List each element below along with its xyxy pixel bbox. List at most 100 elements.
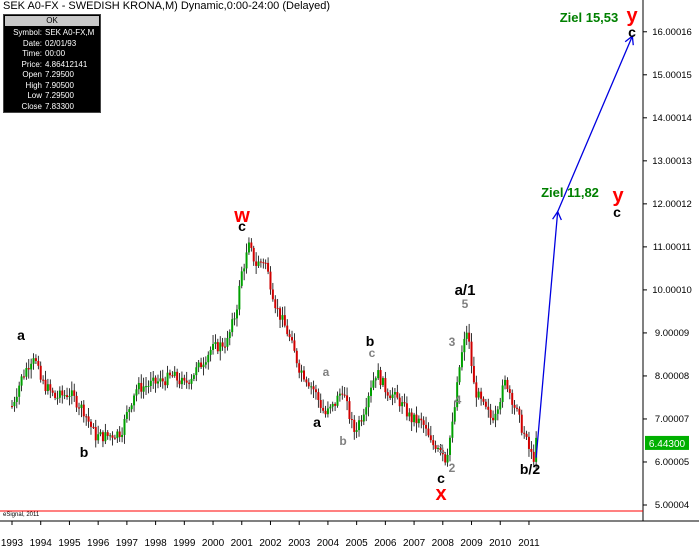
candle-body — [451, 421, 454, 438]
candle-body — [429, 435, 432, 441]
x-tick-label: 2011 — [518, 538, 540, 549]
candle-body — [403, 402, 406, 404]
x-tick-label: 2001 — [231, 538, 254, 549]
candle-body — [34, 358, 37, 361]
candle-body — [336, 395, 339, 406]
wave-label: b — [339, 434, 346, 448]
candle-body — [472, 366, 475, 383]
candle-body — [219, 342, 222, 352]
candle-body — [89, 421, 92, 427]
candle-body — [123, 418, 126, 435]
candle-body — [171, 375, 174, 377]
y-tick-label: 13.00013 — [652, 156, 692, 167]
cursor-info-box: OK Symbol: SEK A0-FX,M Date: 02/01/93 Ti… — [3, 14, 101, 113]
copyright-text: eSignal, 2011 — [3, 512, 40, 518]
y-tick-label: 7.00007 — [655, 414, 689, 425]
candle-body — [448, 437, 451, 455]
candle-body — [259, 261, 262, 263]
y-tick-label: 14.00014 — [652, 113, 692, 124]
candle-body — [267, 262, 270, 272]
candle-body — [427, 428, 430, 436]
candle-body — [264, 262, 267, 264]
candle-body — [367, 395, 370, 408]
candle-body — [420, 418, 423, 421]
y-tick-label: 12.00012 — [652, 199, 692, 210]
wave-label: b/2 — [520, 461, 540, 477]
candle-body — [54, 392, 57, 399]
x-tick-label: 2006 — [374, 538, 397, 549]
candle-body — [358, 420, 361, 431]
candle-body — [484, 401, 487, 407]
x-tick-label: 1996 — [87, 538, 110, 549]
info-value: 7.90500 — [45, 80, 74, 90]
wave-label: a — [313, 414, 321, 430]
candle-body — [109, 435, 112, 437]
candle-body — [192, 375, 195, 379]
y-tick-label: 6.00005 — [655, 457, 689, 468]
wave-label: c — [628, 24, 636, 40]
candle-body — [370, 387, 372, 396]
info-label: High — [25, 80, 42, 90]
candle-body — [156, 381, 159, 384]
candle-body — [465, 332, 468, 339]
candle-body — [271, 289, 274, 300]
info-label: Time: — [22, 49, 42, 58]
candle-body — [178, 380, 181, 385]
candle-body — [298, 363, 301, 373]
candle-body — [51, 390, 54, 393]
candle-body — [70, 390, 73, 396]
wave-label: y — [612, 185, 624, 207]
info-ok-button[interactable]: OK — [5, 16, 99, 26]
candle-body — [42, 379, 45, 381]
candle-body — [137, 382, 140, 390]
candle-body — [393, 392, 396, 395]
candle-body — [525, 433, 528, 437]
wave-label: a/1 — [455, 282, 476, 299]
candle-body — [274, 299, 277, 309]
info-row-close: Close 7.83300 — [4, 102, 100, 113]
wave-label: c — [238, 218, 246, 234]
candle-body — [518, 408, 521, 415]
candle-body — [374, 378, 377, 381]
candle-body — [80, 404, 83, 409]
candle-body — [195, 367, 198, 376]
x-tick-label: 2009 — [460, 538, 483, 549]
wave-label: y — [626, 5, 638, 27]
candle-body — [121, 434, 124, 438]
projection-line — [535, 35, 633, 458]
wave-label: 5 — [462, 297, 469, 311]
candle-body — [197, 362, 200, 368]
candle-body — [437, 447, 440, 450]
x-tick-label: 2000 — [202, 538, 225, 549]
candle-body — [257, 261, 260, 266]
candle-body — [425, 424, 428, 429]
candle-body — [111, 435, 114, 438]
candle-body — [288, 334, 291, 338]
candle-body — [58, 390, 61, 398]
info-label: Date: — [22, 38, 42, 48]
candle-body — [458, 367, 461, 383]
candle-body — [207, 354, 210, 363]
candle-body — [515, 407, 518, 409]
candle-body — [44, 379, 47, 392]
info-row-open: Open 7.29500 — [4, 70, 100, 81]
wave-label: a — [17, 327, 25, 343]
candle-body — [350, 419, 353, 421]
candle-body — [13, 401, 16, 407]
candle-body — [214, 342, 217, 345]
candle-body — [331, 403, 334, 407]
candle-body — [468, 332, 471, 342]
candle-body — [480, 391, 483, 399]
candle-body — [133, 395, 136, 406]
candle-body — [441, 450, 444, 455]
candle-body — [353, 419, 356, 432]
candle-body — [87, 416, 90, 422]
candle-body — [475, 382, 478, 398]
info-label: Open — [22, 70, 42, 79]
candle-body — [499, 402, 502, 410]
x-tick-label: 2004 — [317, 538, 340, 549]
candle-body — [240, 271, 243, 286]
candle-body — [92, 426, 95, 428]
info-value: SEK A0-FX,M — [45, 28, 95, 37]
candle-body — [152, 377, 155, 381]
